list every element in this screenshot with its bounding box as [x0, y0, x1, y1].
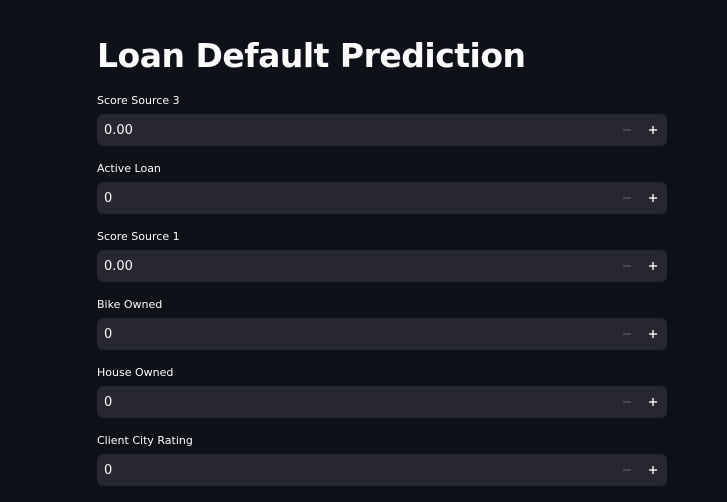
plus-icon [649, 194, 657, 202]
increment-button[interactable] [640, 114, 666, 146]
minus-icon [623, 469, 631, 471]
plus-icon [649, 398, 657, 406]
bike-owned-input[interactable] [97, 318, 614, 350]
house-owned-input[interactable] [97, 386, 614, 418]
minus-icon [623, 265, 631, 267]
field-client-city-rating: Client City Rating [97, 433, 667, 501]
minus-icon [623, 333, 631, 335]
field-score-source-3: Score Source 3 [97, 93, 667, 161]
number-input-container [97, 454, 667, 486]
minus-icon [623, 401, 631, 403]
score-source-3-input[interactable] [97, 114, 614, 146]
increment-button[interactable] [640, 318, 666, 350]
decrement-button[interactable] [614, 182, 640, 214]
field-label: House Owned [97, 366, 174, 379]
page-title: Loan Default Prediction [97, 36, 526, 75]
minus-icon [623, 129, 631, 131]
decrement-button[interactable] [614, 318, 640, 350]
field-label: Bike Owned [97, 298, 163, 311]
field-label: Score Source 1 [97, 230, 180, 243]
decrement-button[interactable] [614, 114, 640, 146]
increment-button[interactable] [640, 454, 666, 486]
plus-icon [649, 126, 657, 134]
decrement-button[interactable] [614, 454, 640, 486]
number-input-container [97, 250, 667, 282]
score-source-1-input[interactable] [97, 250, 614, 282]
field-label: Client City Rating [97, 434, 193, 447]
number-input-container [97, 114, 667, 146]
minus-icon [623, 197, 631, 199]
field-active-loan: Active Loan [97, 161, 667, 229]
field-bike-owned: Bike Owned [97, 297, 667, 365]
plus-icon [649, 330, 657, 338]
increment-button[interactable] [640, 386, 666, 418]
decrement-button[interactable] [614, 386, 640, 418]
field-label: Active Loan [97, 162, 161, 175]
number-input-container [97, 318, 667, 350]
active-loan-input[interactable] [97, 182, 614, 214]
field-label: Score Source 3 [97, 94, 180, 107]
field-house-owned: House Owned [97, 365, 667, 433]
client-city-rating-input[interactable] [97, 454, 614, 486]
field-score-source-1: Score Source 1 [97, 229, 667, 297]
number-input-container [97, 386, 667, 418]
plus-icon [649, 466, 657, 474]
increment-button[interactable] [640, 250, 666, 282]
decrement-button[interactable] [614, 250, 640, 282]
plus-icon [649, 262, 657, 270]
number-input-container [97, 182, 667, 214]
input-form: Score Source 3 Active Loan [97, 93, 667, 501]
increment-button[interactable] [640, 182, 666, 214]
